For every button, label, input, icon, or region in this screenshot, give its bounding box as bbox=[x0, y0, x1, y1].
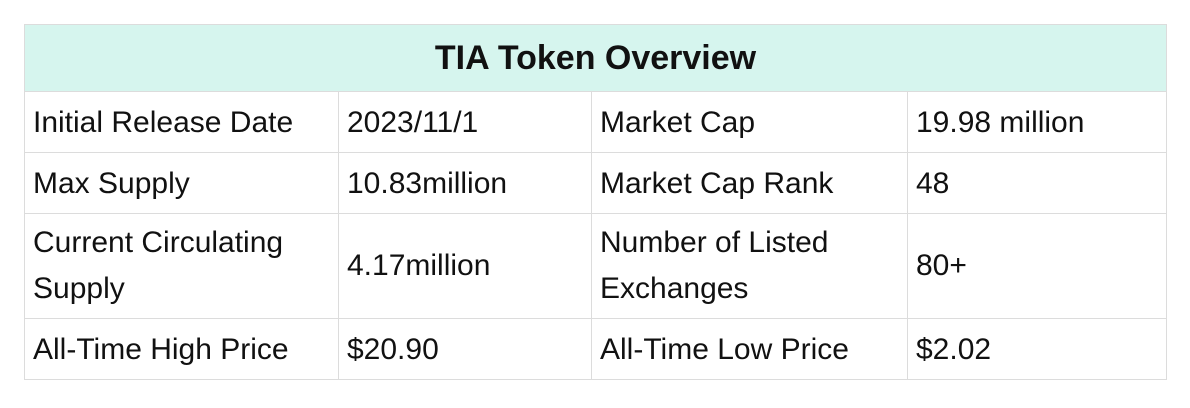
initial-release-date-label: Initial Release Date bbox=[24, 91, 339, 153]
circulating-supply-value: 4.17million bbox=[338, 213, 592, 319]
market-cap-value: 19.98 million bbox=[906, 91, 1168, 153]
listed-exchanges-value: 80+ bbox=[906, 213, 1168, 319]
market-cap-rank-label: Market Cap Rank bbox=[591, 152, 908, 214]
table-row: All-Time High Price $20.90 All-Time Low … bbox=[24, 318, 1168, 380]
table-header-row: TIA Token Overview bbox=[23, 24, 1168, 92]
initial-release-date-value: 2023/11/1 bbox=[338, 91, 592, 153]
all-time-high-value: $20.90 bbox=[338, 318, 592, 380]
table-row: Current Circulating Supply 4.17million N… bbox=[24, 213, 1168, 319]
max-supply-label: Max Supply bbox=[24, 152, 339, 214]
token-overview-table: TIA Token Overview Initial Release Date … bbox=[23, 24, 1168, 380]
all-time-low-value: $2.02 bbox=[906, 318, 1168, 380]
token-overview-container: TIA Token Overview Initial Release Date … bbox=[23, 24, 1168, 384]
market-cap-rank-value: 48 bbox=[906, 152, 1168, 214]
table-row: Initial Release Date 2023/11/1 Market Ca… bbox=[24, 91, 1168, 153]
all-time-high-label: All-Time High Price bbox=[24, 318, 339, 380]
max-supply-value: 10.83million bbox=[338, 152, 592, 214]
all-time-low-label: All-Time Low Price bbox=[591, 318, 908, 380]
listed-exchanges-label: Number of Listed Exchanges bbox=[591, 213, 908, 319]
circulating-supply-label: Current Circulating Supply bbox=[24, 213, 339, 319]
market-cap-label: Market Cap bbox=[591, 91, 908, 153]
table-title: TIA Token Overview bbox=[23, 24, 1168, 92]
table-row: Max Supply 10.83million Market Cap Rank … bbox=[24, 152, 1168, 214]
